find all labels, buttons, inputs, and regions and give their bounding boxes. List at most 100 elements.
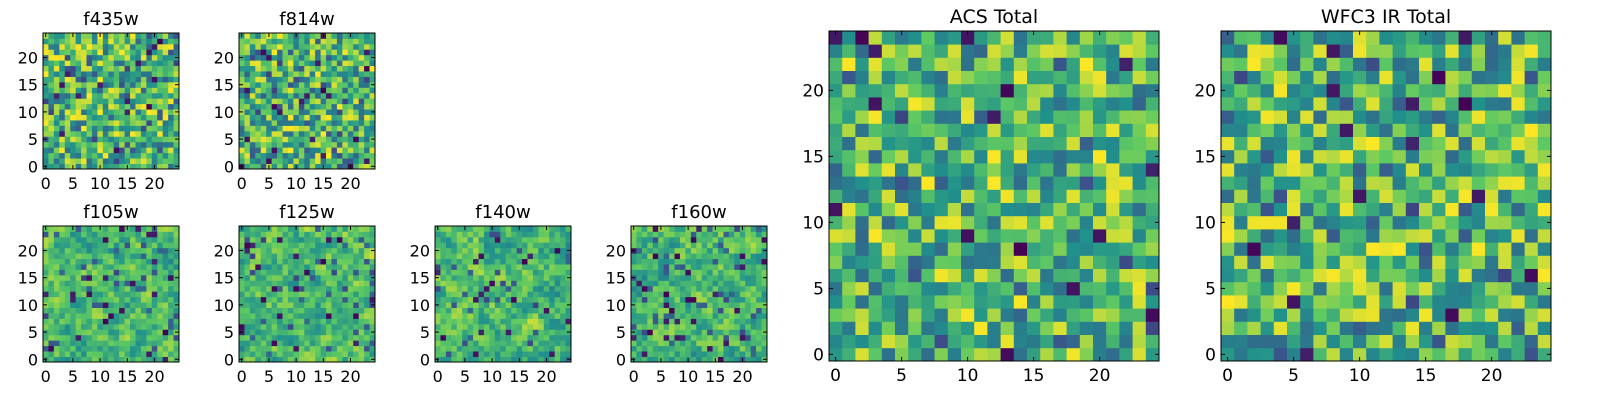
heatmap-cell	[701, 329, 708, 336]
heatmap-cell	[293, 49, 300, 56]
heatmap-cell	[712, 334, 719, 341]
heatmap-cell	[135, 247, 142, 254]
heatmap-cell	[81, 71, 87, 77]
heatmap-cell	[108, 158, 115, 164]
heatmap-cell	[1445, 268, 1459, 283]
heatmap-cell	[157, 280, 164, 287]
heatmap-cell	[445, 296, 452, 303]
heatmap-cell	[119, 296, 125, 303]
heatmap-cell	[829, 347, 843, 362]
heatmap-cell	[59, 253, 66, 260]
heatmap-cell	[119, 318, 125, 325]
heatmap-cell	[369, 351, 376, 357]
heatmap-cell	[309, 43, 316, 50]
heatmap-cell	[320, 87, 327, 94]
heatmap-cell	[260, 291, 267, 298]
heatmap-cell	[1221, 295, 1235, 309]
heatmap-cell	[1119, 57, 1133, 71]
heatmap-cell	[440, 340, 447, 347]
heatmap-cell	[641, 345, 648, 352]
heatmap-cell	[881, 308, 896, 322]
heatmap-cell	[934, 176, 949, 190]
heatmap-cell	[358, 103, 365, 110]
heatmap-cell	[135, 296, 142, 303]
y-tick-label: 0	[28, 157, 38, 176]
heatmap-cell	[974, 321, 988, 335]
heatmap-cell	[102, 242, 109, 249]
heatmap-cell	[102, 302, 109, 308]
heatmap-cell	[761, 242, 768, 249]
heatmap-cell	[1053, 308, 1067, 322]
heatmap-cell	[1419, 347, 1433, 362]
heatmap-cell	[108, 280, 115, 287]
heatmap-cell	[511, 247, 517, 254]
heatmap-cell	[260, 49, 267, 56]
heatmap-cell	[140, 54, 147, 61]
heatmap-cell	[239, 236, 245, 243]
heatmap-cell	[124, 60, 131, 67]
chart-title: f814w	[279, 9, 334, 30]
heatmap-cell	[369, 280, 376, 287]
heatmap-cell	[1145, 136, 1160, 151]
heatmap-cell	[1537, 255, 1552, 269]
heatmap-cell	[489, 296, 496, 303]
heatmap-cell	[1093, 242, 1107, 256]
heatmap-cell	[293, 103, 300, 110]
heatmap-cell	[249, 81, 256, 88]
heatmap-cell	[636, 302, 643, 308]
heatmap-cell	[440, 302, 447, 308]
heatmap-cell	[326, 291, 332, 298]
heatmap-cell	[75, 92, 82, 99]
heatmap-cell	[756, 231, 762, 238]
heatmap-cell	[756, 291, 762, 298]
heatmap-cell	[320, 258, 327, 265]
heatmap-cell	[336, 163, 343, 170]
heatmap-cell	[462, 236, 469, 243]
heatmap-cell	[282, 147, 289, 154]
heatmap-cell	[554, 269, 561, 276]
heatmap-cell	[908, 163, 922, 177]
heatmap-cell	[690, 345, 697, 352]
heatmap-cell	[554, 258, 561, 265]
heatmap-cell	[70, 307, 77, 314]
heatmap-cell	[543, 253, 550, 260]
heatmap-cell	[70, 318, 77, 325]
heatmap-cell	[298, 323, 305, 330]
heatmap-cell	[1066, 242, 1081, 256]
heatmap-cell	[505, 285, 512, 292]
heatmap-cell	[494, 340, 501, 347]
heatmap-cell	[108, 318, 115, 325]
heatmap-cell	[151, 280, 158, 287]
heatmap-cell	[908, 70, 922, 85]
heatmap-cell	[451, 269, 458, 276]
heatmap-cell	[364, 125, 370, 132]
heatmap-cell	[745, 231, 752, 238]
heatmap-cell	[364, 340, 370, 347]
heatmap-cell	[59, 92, 66, 99]
heatmap-cell	[315, 147, 321, 154]
heatmap-cell	[494, 258, 501, 265]
heatmap-cell	[494, 274, 501, 281]
heatmap-cell	[91, 313, 98, 319]
heatmap-cell	[309, 92, 316, 99]
heatmap-cell	[315, 158, 321, 164]
heatmap-cell	[511, 231, 517, 238]
heatmap-cell	[135, 291, 142, 298]
heatmap-cell	[353, 141, 360, 148]
heatmap-cell	[342, 318, 349, 325]
heatmap-cell	[260, 54, 267, 61]
heatmap-cell	[140, 258, 147, 265]
heatmap-cell	[287, 242, 294, 249]
heatmap-cell	[1405, 202, 1420, 217]
heatmap-cell	[565, 264, 572, 270]
heatmap-cell	[97, 285, 104, 292]
heatmap-cell	[445, 236, 452, 243]
heatmap-cell	[1326, 202, 1341, 217]
heatmap-cell	[353, 76, 360, 83]
heatmap-cell	[119, 147, 125, 154]
heatmap-cell	[483, 285, 490, 292]
heatmap-cell	[140, 98, 147, 105]
x-tick-label: 5	[896, 366, 907, 386]
heatmap-cell	[750, 323, 757, 330]
